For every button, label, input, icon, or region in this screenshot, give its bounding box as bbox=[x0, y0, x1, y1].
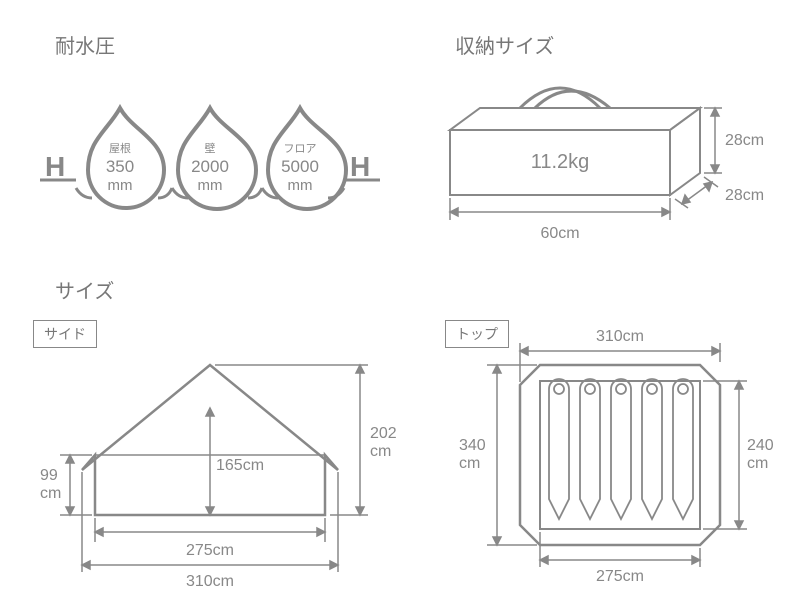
svg-text:cm: cm bbox=[370, 443, 391, 460]
svg-text:5000: 5000 bbox=[281, 157, 319, 176]
svg-text:mm: mm bbox=[108, 177, 133, 194]
packed-size-title: 収納サイズ bbox=[455, 30, 554, 59]
packed-width: 60cm bbox=[540, 225, 579, 242]
h-right: H bbox=[350, 151, 370, 182]
top-outer-d: 340 bbox=[459, 437, 486, 454]
packed-weight: 11.2kg bbox=[531, 151, 590, 173]
top-outer-w: 310cm bbox=[596, 328, 644, 345]
top-view-diagram: 310cm 340 cm 240 cm 275cm bbox=[445, 315, 795, 585]
side-total-h: 202 bbox=[370, 425, 397, 442]
packed-size-diagram: 11.2kg 60cm 28cm 28cm bbox=[420, 60, 780, 260]
waterproof-diagram: H H 屋根 350 mm 壁 2000 mm フロア 5000 mm bbox=[30, 80, 390, 240]
side-outer-w: 310cm bbox=[186, 573, 234, 590]
svg-text:cm: cm bbox=[40, 485, 61, 502]
svg-text:mm: mm bbox=[198, 177, 223, 194]
top-inner-d: 240 bbox=[747, 437, 774, 454]
side-view-diagram: 165cm 99 cm 202 cm 275cm 310cm bbox=[20, 330, 420, 590]
svg-text:フロア: フロア bbox=[284, 143, 317, 155]
size-title: サイズ bbox=[55, 275, 114, 304]
svg-text:壁: 壁 bbox=[205, 141, 216, 155]
packed-depth: 28cm bbox=[725, 187, 764, 204]
side-inner-h: 165cm bbox=[216, 457, 264, 474]
svg-text:mm: mm bbox=[288, 177, 313, 194]
top-inner-w: 275cm bbox=[596, 568, 644, 585]
packed-height: 28cm bbox=[725, 132, 764, 149]
svg-text:屋根: 屋根 bbox=[109, 141, 131, 155]
h-left: H bbox=[45, 151, 65, 182]
waterproof-title: 耐水圧 bbox=[55, 30, 115, 59]
svg-text:cm: cm bbox=[459, 455, 480, 472]
svg-text:2000: 2000 bbox=[191, 157, 229, 176]
side-wall-h: 99 bbox=[40, 467, 58, 484]
svg-text:350: 350 bbox=[106, 157, 134, 176]
svg-text:cm: cm bbox=[747, 455, 768, 472]
side-inner-w: 275cm bbox=[186, 542, 234, 559]
